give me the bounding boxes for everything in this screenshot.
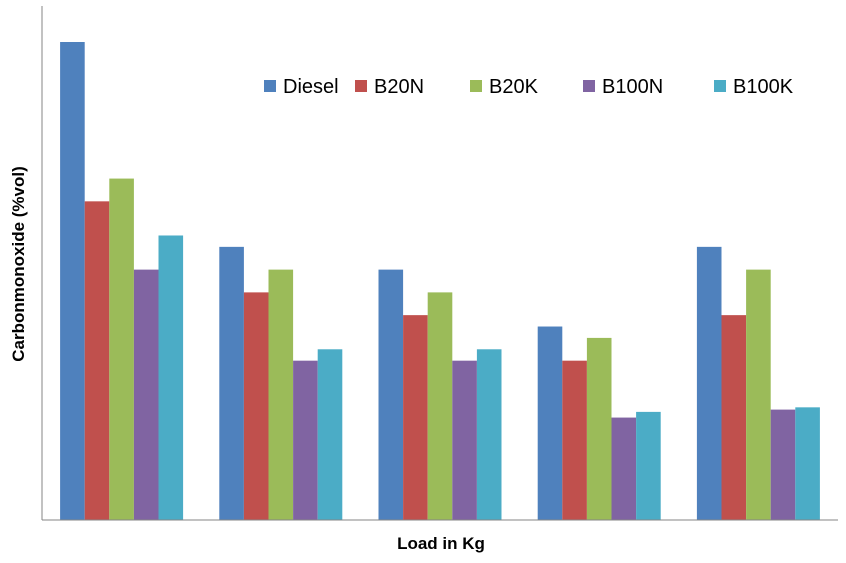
bar-b100n-5 bbox=[770, 409, 796, 520]
axes-layer bbox=[41, 6, 838, 521]
bar-b100n-1 bbox=[133, 269, 159, 520]
bar-b100n-2 bbox=[293, 360, 318, 520]
legend-item-b100n: B100N bbox=[583, 76, 663, 98]
legend-label-b100k: B100K bbox=[733, 76, 794, 98]
legend-swatch-b20n bbox=[355, 80, 367, 92]
bar-b100k-5 bbox=[795, 407, 820, 520]
bar-diesel-4 bbox=[537, 326, 563, 520]
bars-layer bbox=[60, 42, 820, 521]
bar-b20n-1 bbox=[84, 201, 110, 520]
bar-b20k-1 bbox=[109, 178, 134, 520]
legend-label-diesel: Diesel bbox=[283, 76, 339, 98]
bar-diesel-3 bbox=[378, 269, 404, 520]
legend-swatch-b100n bbox=[583, 80, 595, 92]
bar-b20k-5 bbox=[746, 269, 771, 520]
legend-item-b20n: B20N bbox=[355, 76, 424, 98]
bar-b20k-3 bbox=[427, 292, 453, 520]
bar-b20k-2 bbox=[268, 269, 294, 520]
legend-swatch-b20k bbox=[470, 80, 482, 92]
bar-b20n-5 bbox=[721, 315, 747, 520]
bar-diesel-1 bbox=[60, 42, 85, 520]
bar-b100k-2 bbox=[317, 349, 343, 520]
legend: Diesel B20N B20K B100N B100K bbox=[264, 76, 794, 98]
legend-label-b20n: B20N bbox=[374, 76, 424, 98]
bar-b100k-1 bbox=[158, 235, 184, 521]
bar-b20n-3 bbox=[403, 315, 428, 520]
legend-item-b20k: B20K bbox=[470, 76, 539, 98]
legend-item-b100k: B100K bbox=[714, 76, 794, 98]
bar-b100k-3 bbox=[476, 349, 502, 520]
bar-b20n-2 bbox=[243, 292, 269, 520]
bar-b100k-4 bbox=[636, 411, 661, 520]
bar-b20k-4 bbox=[586, 337, 612, 520]
legend-item-diesel: Diesel bbox=[264, 76, 339, 98]
bar-diesel-2 bbox=[219, 246, 244, 521]
legend-swatch-b100k bbox=[714, 80, 726, 92]
legend-label-b20k: B20K bbox=[489, 76, 539, 98]
bar-b100n-4 bbox=[611, 417, 637, 520]
y-axis-label: Carbonmonoxide (%vol) bbox=[9, 166, 28, 362]
legend-label-b100n: B100N bbox=[602, 76, 663, 98]
bar-diesel-5 bbox=[696, 246, 722, 521]
bar-b100n-3 bbox=[452, 360, 477, 520]
bar-b20n-4 bbox=[562, 360, 587, 520]
x-axis-label: Load in Kg bbox=[397, 534, 485, 553]
legend-swatch-diesel bbox=[264, 80, 276, 92]
